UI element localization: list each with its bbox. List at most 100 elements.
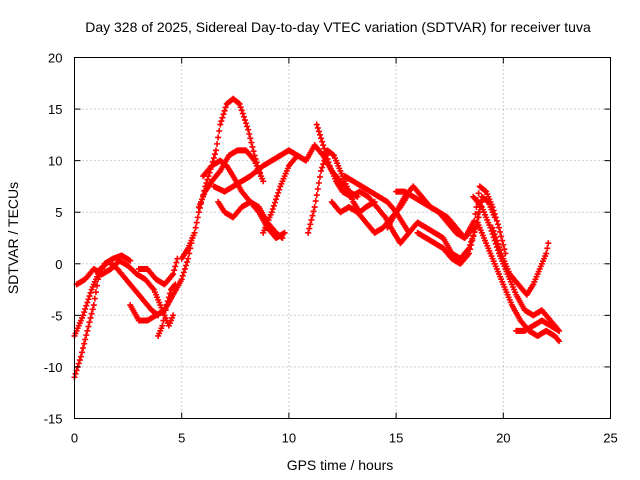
data-marker [166,290,173,297]
data-marker [247,135,254,142]
data-marker [163,302,170,309]
data-marker [320,142,327,149]
data-marker [545,240,552,247]
grid [74,57,611,419]
data-marker [308,216,315,223]
data-marker [204,176,211,183]
data-marker [244,123,251,130]
data-marker [80,312,87,319]
data-marker [497,247,504,254]
data-marker [214,140,221,147]
x-tick-label: 5 [178,431,185,446]
y-tick-label: 20 [48,51,62,66]
series-track-7 [178,95,265,262]
data-marker [325,159,332,166]
data-marker [320,161,327,168]
data-marker [318,167,325,174]
data-marker [475,190,482,197]
data-marker [219,114,226,121]
data-marker [465,250,472,257]
data-marker [493,237,500,244]
data-marker [313,192,320,199]
data-marker [213,147,220,154]
data-marker [273,196,280,203]
data-marker [127,257,134,264]
data-marker [194,214,201,221]
data-marker [497,228,504,235]
data-marker [492,214,499,221]
data-marker [220,111,227,118]
data-marker [210,155,217,162]
data-marker [160,317,167,324]
series-track-2 [71,258,162,339]
data-marker [313,121,320,128]
data-marker [494,240,501,247]
data-marker [81,309,88,316]
data-marker [318,135,325,142]
data-marker [471,217,478,224]
chart-title: Day 328 of 2025, Sidereal Day-to-day VTE… [85,19,591,35]
data-marker [501,246,508,253]
y-axis-label: SDTVAR / TECUs [5,182,21,294]
data-marker [269,205,276,212]
data-marker [92,289,99,296]
data-marker [490,207,497,214]
data-marker [270,202,277,209]
data-marker [89,306,96,313]
data-marker [161,312,168,319]
series-track-24 [513,317,563,334]
data-marker [192,224,199,231]
series-track-10 [210,147,301,195]
data-marker [162,307,169,314]
data-marker [321,157,328,164]
plot-frame [74,57,611,419]
x-tick-label: 15 [389,431,403,446]
data-marker [82,336,89,343]
data-marker [496,244,503,251]
data-marker [470,224,477,231]
data-marker [170,271,177,278]
data-marker [271,199,278,206]
data-marker [250,148,257,155]
data-marker [172,263,179,270]
data-marker [159,322,166,329]
data-marker [491,210,498,217]
data-marker [469,237,476,244]
data-marker [499,237,506,244]
x-tick-label: 25 [603,431,617,446]
data-marker [329,151,336,158]
data-marker [222,104,229,111]
data-marker [75,360,82,367]
data-marker [319,138,326,145]
data-marker [180,269,187,276]
data-marker [195,209,202,216]
data-marker [322,149,329,156]
data-marker [275,189,282,196]
data-marker [218,118,225,125]
series-track-4 [127,235,196,324]
data-marker [82,305,89,312]
data-marker [237,104,244,111]
data-marker [239,110,246,117]
data-marker [281,229,288,236]
data-marker [556,338,563,345]
data-marker [306,225,313,232]
data-marker [85,323,92,330]
data-marker [79,349,86,356]
data-marker [468,241,475,248]
data-marker [556,327,563,334]
data-marker [268,209,275,216]
data-marker [276,186,283,193]
data-marker [94,282,101,289]
data-marker [278,234,285,241]
data-marker [323,152,330,159]
series-track-6 [155,281,179,339]
data-marker [491,231,498,238]
series-track-22 [474,219,563,345]
data-marker [315,179,322,186]
series-track-8 [195,147,267,211]
data-marker [83,332,90,339]
x-axis-label: GPS time / hours [287,457,394,473]
data-marker [80,345,87,352]
data-marker [191,229,198,236]
